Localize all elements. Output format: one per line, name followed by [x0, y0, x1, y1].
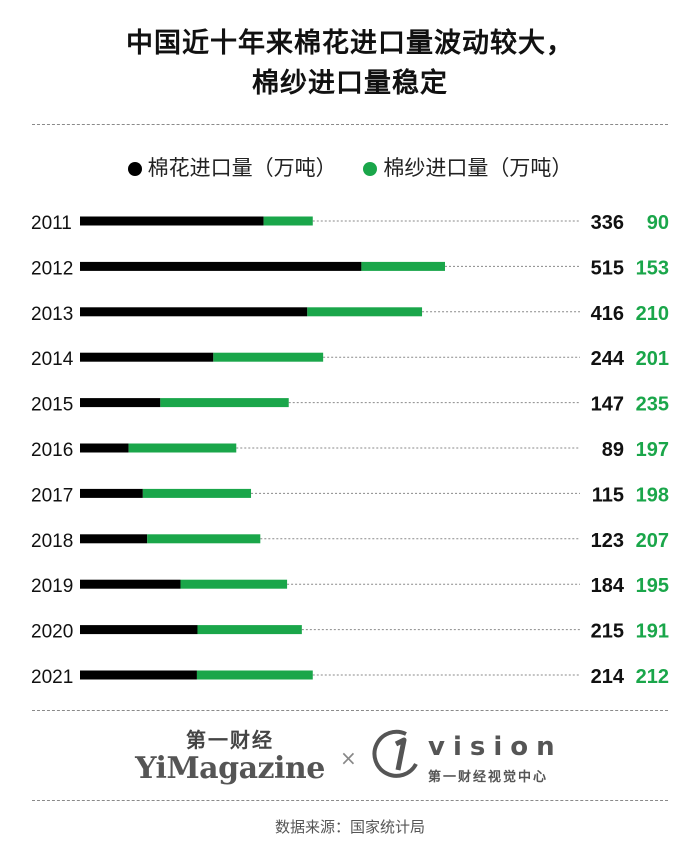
year-label: 2017: [31, 485, 73, 506]
value-label-yarn: 235: [636, 394, 669, 416]
value-label-cotton: 89: [602, 439, 624, 461]
value-label-cotton: 515: [591, 257, 624, 279]
vision-mark-icon: [372, 729, 418, 778]
value-label-yarn: 201: [636, 348, 669, 370]
bar-cotton: [80, 534, 148, 544]
value-label-cotton: 244: [591, 348, 625, 370]
bar-yarn: [263, 216, 313, 226]
value-label-yarn: 207: [636, 530, 669, 552]
vision-logo: vision 第一财经视觉中心: [372, 728, 582, 788]
value-label-cotton: 115: [592, 484, 624, 506]
legend-label-yarn: 棉纱进口量（万吨）: [383, 156, 573, 180]
value-label-yarn: 195: [636, 575, 669, 597]
bar-cotton: [80, 261, 362, 271]
value-label-cotton: 123: [591, 530, 624, 552]
value-label-yarn: 212: [636, 666, 669, 688]
bar-yarn: [197, 625, 302, 635]
year-label: 2021: [31, 667, 73, 688]
year-label: 2012: [31, 258, 73, 279]
vision-logo-cn: 第一财经视觉中心: [428, 770, 549, 785]
title-line-2: 棉纱进口量稳定: [252, 68, 448, 99]
year-label: 2014: [31, 349, 74, 370]
year-label: 2015: [31, 395, 73, 416]
bar-yarn: [128, 443, 237, 453]
year-label: 2011: [31, 213, 72, 234]
legend-item-cotton: 棉花进口量（万吨）: [127, 152, 337, 182]
year-label: 2018: [31, 531, 73, 552]
value-label-yarn: 198: [636, 484, 669, 506]
bar-cotton: [80, 625, 198, 635]
value-label-cotton: 214: [591, 666, 625, 688]
bar-cotton: [80, 398, 161, 408]
bar-yarn: [361, 261, 445, 271]
year-label: 2019: [31, 576, 73, 597]
bar-yarn: [213, 352, 324, 362]
value-label-yarn: 153: [636, 257, 669, 279]
bar-cotton: [80, 307, 308, 317]
value-label-yarn: 210: [636, 303, 669, 325]
legend-label-cotton: 棉花进口量（万吨）: [147, 156, 337, 180]
value-label-yarn: 197: [636, 439, 669, 461]
bar-cotton: [80, 216, 264, 226]
year-label: 2020: [31, 622, 73, 643]
legend: 棉花进口量（万吨） 棉纱进口量（万吨）: [0, 152, 700, 182]
data-source: 数据来源：国家统计局: [274, 818, 425, 836]
logo-area: 第一财经 YiMagazine × vision 第一财经视觉中心: [0, 722, 700, 792]
chart-title: 中国近十年来棉花进口量波动较大， 棉纱进口量稳定: [0, 24, 700, 104]
bar-chart: 2011 336 90 2012 515 153 2013 416 210 2014 244 201 2…: [31, 212, 669, 688]
bottom-divider: [32, 710, 668, 711]
value-label-cotton: 184: [591, 575, 625, 597]
logo-separator: ×: [340, 746, 357, 770]
value-label-yarn: 191: [636, 621, 669, 643]
bar-yarn: [142, 488, 252, 498]
bar-cotton: [80, 488, 143, 498]
bar-yarn: [196, 670, 313, 680]
bar-yarn: [180, 579, 288, 589]
bar-cotton: [80, 443, 129, 453]
legend-dot-cotton: [127, 162, 142, 176]
yimagazine-logo-en: YiMagazine: [135, 751, 325, 786]
bar-yarn: [160, 398, 289, 408]
legend-item-yarn: 棉纱进口量（万吨）: [363, 152, 572, 182]
bar-yarn: [147, 534, 261, 544]
vision-logo-word: vision: [428, 732, 563, 762]
bar-cotton: [80, 670, 197, 680]
value-label-yarn: 90: [647, 212, 669, 234]
footer-divider: [32, 800, 668, 801]
bar-yarn: [307, 307, 423, 317]
value-label-cotton: 147: [591, 394, 624, 416]
year-label: 2013: [31, 304, 73, 325]
value-label-cotton: 336: [591, 212, 624, 234]
title-line-1: 中国近十年来棉花进口量波动较大，: [126, 28, 574, 59]
yimagazine-logo-cn: 第一财经: [186, 728, 274, 752]
legend-dot-yarn: [363, 162, 378, 176]
value-label-cotton: 416: [591, 303, 624, 325]
yimagazine-logo: 第一财经 YiMagazine: [128, 724, 332, 785]
bar-cotton: [80, 579, 181, 589]
bar-cotton: [80, 352, 214, 362]
value-label-cotton: 215: [591, 621, 624, 643]
top-divider: [32, 124, 668, 125]
year-label: 2016: [31, 440, 73, 461]
